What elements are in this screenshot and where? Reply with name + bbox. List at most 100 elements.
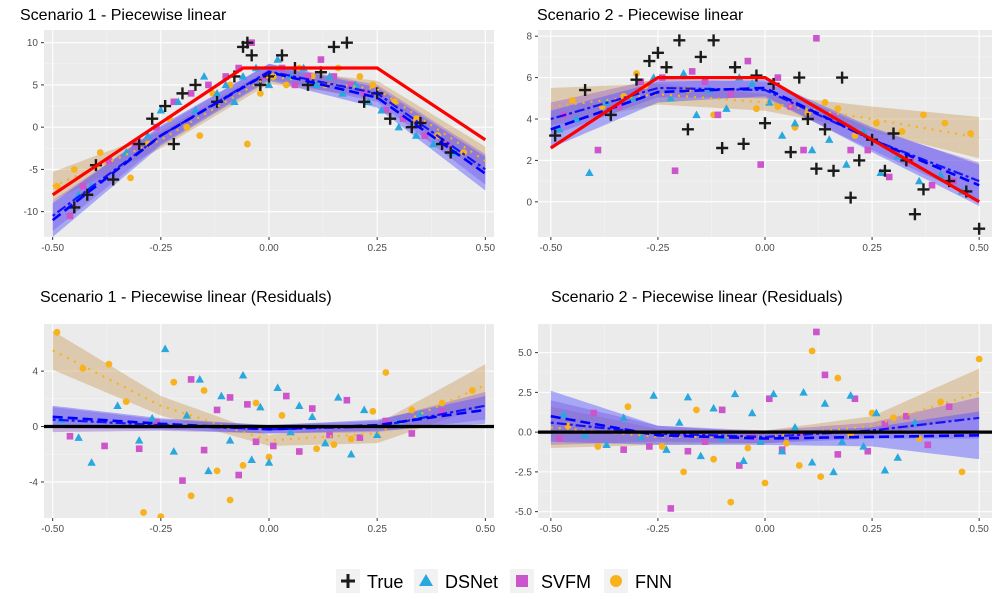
point-svfm	[744, 57, 752, 65]
point-fnn	[680, 468, 688, 476]
fit-line-svfm	[550, 416, 980, 439]
point-fnn	[53, 328, 61, 336]
point-dsnet	[74, 433, 83, 441]
point-dsnet	[87, 458, 96, 466]
x-tick-label: 0.25	[367, 524, 387, 535]
point-true	[801, 113, 814, 126]
point-svfm	[637, 78, 645, 86]
band-dsnet	[550, 390, 980, 460]
point-fnn	[624, 403, 632, 411]
y-tick-label: 8	[526, 32, 532, 43]
point-fnn	[170, 378, 178, 386]
point-svfm	[270, 442, 277, 450]
point-svfm	[66, 432, 74, 440]
point-fnn	[53, 182, 61, 190]
legend: True DSNet SVFM FNN	[336, 569, 672, 593]
point-fnn	[382, 369, 390, 376]
point-svfm	[924, 441, 932, 449]
point-true	[673, 34, 686, 47]
point-fnn	[313, 445, 320, 453]
point-dsnet	[238, 72, 248, 80]
point-svfm	[881, 420, 889, 428]
point-svfm	[79, 183, 87, 190]
point-dsnet	[649, 391, 658, 399]
truth-line	[51, 66, 487, 197]
point-true	[643, 55, 656, 68]
point-fnn	[568, 96, 576, 104]
y-tick-label: -10	[24, 207, 39, 218]
point-true	[384, 112, 397, 125]
point-svfm	[834, 451, 842, 458]
point-svfm	[187, 90, 195, 97]
legend-label-dsnet: DSNet	[445, 572, 498, 592]
point-dsnet	[247, 455, 256, 463]
point-dsnet	[377, 105, 386, 114]
point-true	[189, 78, 202, 91]
y-tick-label: 2	[526, 156, 532, 167]
legend-label-svfm: SVFM	[541, 572, 591, 592]
point-dsnet	[199, 72, 209, 80]
point-true	[651, 46, 664, 59]
point-svfm	[283, 392, 290, 400]
point-true	[159, 100, 172, 113]
point-dsnet	[636, 432, 645, 441]
point-true	[327, 40, 340, 53]
point-true	[853, 154, 866, 167]
point-fnn	[941, 119, 949, 127]
point-svfm	[813, 34, 820, 42]
point-fnn	[356, 73, 364, 80]
point-fnn	[96, 149, 104, 156]
y-tick-label: 6	[526, 73, 532, 84]
point-dsnet	[122, 148, 131, 156]
point-svfm	[757, 161, 765, 168]
band-dsnet	[52, 63, 486, 237]
point-svfm	[222, 73, 230, 80]
y-tick-label: 0	[32, 422, 38, 433]
point-fnn	[369, 407, 377, 415]
y-tick-label: -5	[29, 165, 38, 176]
point-dsnet	[709, 403, 718, 412]
point-svfm	[765, 395, 773, 403]
x-tick-label: -0.50	[539, 524, 562, 535]
point-dsnet	[747, 408, 757, 417]
panel-title: Scenario 2 - Piecewise linear (Residuals…	[551, 289, 843, 306]
point-true	[630, 73, 643, 86]
x-tick-label: 0.00	[259, 524, 279, 535]
point-svfm	[903, 412, 910, 420]
point-fnn	[282, 81, 290, 89]
point-svfm	[701, 78, 709, 86]
point-fnn	[920, 111, 927, 119]
point-dsnet	[221, 80, 230, 89]
x-tick-label: -0.25	[149, 243, 172, 254]
point-svfm	[646, 443, 653, 450]
point-dsnet	[730, 389, 740, 398]
point-fnn	[239, 461, 247, 469]
point-dsnet	[195, 375, 204, 383]
point-svfm	[684, 447, 692, 455]
point-dsnet	[416, 409, 425, 418]
point-fnn	[753, 105, 760, 113]
y-tick-label: 5.0	[518, 348, 532, 359]
y-tick-label: -5.0	[515, 507, 533, 518]
legend-square-marker	[516, 575, 528, 587]
point-dsnet	[559, 410, 568, 418]
point-dsnet	[662, 445, 671, 453]
point-dsnet	[876, 168, 885, 177]
legend-item-dsnet: DSNet	[414, 569, 498, 593]
point-svfm	[556, 435, 563, 442]
x-tick-label: -0.25	[647, 243, 670, 254]
point-dsnet	[914, 176, 924, 185]
point-svfm	[382, 106, 390, 114]
point-dsnet	[825, 135, 834, 143]
point-fnn	[278, 412, 286, 419]
point-fnn	[256, 89, 264, 97]
point-fnn	[872, 119, 880, 127]
point-svfm	[187, 376, 195, 383]
point-dsnet	[837, 437, 847, 445]
point-fnn	[140, 509, 147, 516]
panel-scenario1-fit: Scenario 1 - Piecewise linear -0.50 -0.25 0…	[20, 7, 496, 254]
point-true	[716, 141, 729, 154]
point-fnn	[967, 130, 974, 137]
point-dsnet	[747, 79, 757, 88]
point-svfm	[304, 73, 312, 80]
